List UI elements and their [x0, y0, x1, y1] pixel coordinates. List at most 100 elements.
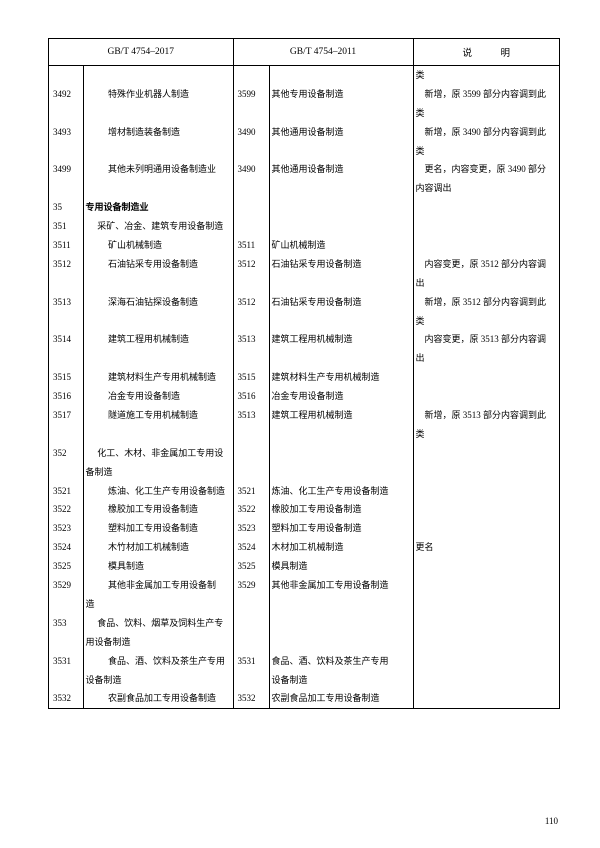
code-2017	[49, 274, 83, 293]
table-row: 3492特殊作业机器人制造3599其他专用设备制造新增，原 3599 部分内容调…	[49, 85, 559, 104]
table-row: 3514建筑工程用机械制造3513建筑工程用机械制造内容变更，原 3513 部分…	[49, 330, 559, 349]
name-2011	[269, 66, 413, 85]
table-row: 3517隧道施工专用机械制造3513建筑工程用机械制造新增，原 3513 部分内…	[49, 406, 559, 425]
code-2011: 3522	[233, 500, 269, 519]
note-cell	[413, 614, 559, 633]
name-2017: 食品、饮料、烟草及饲料生产专	[83, 614, 233, 633]
table-row: 3516冶金专用设备制造3516冶金专用设备制造	[49, 387, 559, 406]
code-2011	[233, 179, 269, 198]
code-2011: 3599	[233, 85, 269, 104]
name-2017: 建筑工程用机械制造	[83, 330, 233, 349]
name-2011	[269, 198, 413, 217]
note-cell: 内容变更，原 3512 部分内容调	[413, 255, 559, 274]
code-2017: 3523	[49, 519, 83, 538]
note-cell	[413, 519, 559, 538]
classification-table: GB/T 4754–2017 GB/T 4754–2011 说 明 类3492特…	[49, 39, 559, 708]
name-2011	[269, 312, 413, 331]
code-2011	[233, 274, 269, 293]
name-2017: 石油钻采专用设备制造	[83, 255, 233, 274]
name-2011	[269, 142, 413, 161]
code-2011	[233, 142, 269, 161]
code-2017	[49, 312, 83, 331]
code-2011: 3521	[233, 482, 269, 501]
note-cell	[413, 671, 559, 690]
name-2017: 建筑材料生产专用机械制造	[83, 368, 233, 387]
name-2017: 橡胶加工专用设备制造	[83, 500, 233, 519]
code-2011: 3515	[233, 368, 269, 387]
code-2011	[233, 66, 269, 85]
note-cell	[413, 652, 559, 671]
code-2011: 3532	[233, 689, 269, 708]
name-2011	[269, 349, 413, 368]
code-2011: 3516	[233, 387, 269, 406]
note-cell: 新增，原 3490 部分内容调到此	[413, 123, 559, 142]
table-row: 出	[49, 349, 559, 368]
table-row: 设备制造设备制造	[49, 671, 559, 690]
name-2011: 其他通用设备制造	[269, 160, 413, 179]
name-2011: 矿山机械制造	[269, 236, 413, 255]
note-cell: 类	[413, 104, 559, 123]
code-2011: 3513	[233, 406, 269, 425]
code-2017	[49, 66, 83, 85]
code-2011	[233, 463, 269, 482]
code-2017: 3511	[49, 236, 83, 255]
code-2017	[49, 595, 83, 614]
table-row: 出	[49, 274, 559, 293]
table-row: 3529其他非金属加工专用设备制3529其他非金属加工专用设备制造	[49, 576, 559, 595]
note-cell	[413, 217, 559, 236]
code-2011	[233, 312, 269, 331]
name-2011	[269, 274, 413, 293]
note-cell	[413, 368, 559, 387]
header-2011: GB/T 4754–2011	[233, 39, 413, 66]
note-cell	[413, 236, 559, 255]
code-2017	[49, 463, 83, 482]
table-row: 3499其他未列明通用设备制造业3490其他通用设备制造更名，内容变更，原 34…	[49, 160, 559, 179]
note-cell: 出	[413, 349, 559, 368]
code-2011	[233, 349, 269, 368]
name-2011	[269, 104, 413, 123]
code-2017: 3513	[49, 293, 83, 312]
note-cell	[413, 595, 559, 614]
note-cell: 新增，原 3599 部分内容调到此	[413, 85, 559, 104]
name-2011	[269, 425, 413, 444]
code-2011	[233, 614, 269, 633]
note-cell	[413, 387, 559, 406]
name-2017: 炼油、化工生产专用设备制造	[83, 482, 233, 501]
table-row: 备制造	[49, 463, 559, 482]
name-2017: 冶金专用设备制造	[83, 387, 233, 406]
name-2011: 塑料加工专用设备制造	[269, 519, 413, 538]
table-row: 用设备制造	[49, 633, 559, 652]
name-2011: 建筑工程用机械制造	[269, 406, 413, 425]
note-cell: 新增，原 3512 部分内容调到此	[413, 293, 559, 312]
name-2017: 备制造	[83, 463, 233, 482]
name-2011	[269, 463, 413, 482]
name-2011: 石油钻采专用设备制造	[269, 293, 413, 312]
table-row: 类	[49, 312, 559, 331]
name-2017: 专用设备制造业	[83, 198, 233, 217]
code-2017: 351	[49, 217, 83, 236]
code-2017	[49, 142, 83, 161]
code-2017: 3512	[49, 255, 83, 274]
table-row: 3515建筑材料生产专用机械制造3515建筑材料生产专用机械制造	[49, 368, 559, 387]
code-2011	[233, 425, 269, 444]
name-2011	[269, 179, 413, 198]
code-2017: 352	[49, 444, 83, 463]
table-row: 3512石油钻采专用设备制造3512石油钻采专用设备制造内容变更，原 3512 …	[49, 255, 559, 274]
table-row: 类	[49, 142, 559, 161]
code-2017	[49, 671, 83, 690]
name-2017: 采矿、冶金、建筑专用设备制造	[83, 217, 233, 236]
name-2017: 化工、木材、非金属加工专用设	[83, 444, 233, 463]
code-2017	[49, 104, 83, 123]
table-row: 353食品、饮料、烟草及饲料生产专	[49, 614, 559, 633]
name-2017	[83, 104, 233, 123]
name-2011: 农副食品加工专用设备制造	[269, 689, 413, 708]
code-2017: 3531	[49, 652, 83, 671]
code-2011	[233, 671, 269, 690]
name-2017	[83, 312, 233, 331]
table-body: 类3492特殊作业机器人制造3599其他专用设备制造新增，原 3599 部分内容…	[49, 66, 559, 709]
note-cell	[413, 633, 559, 652]
name-2011: 模具制造	[269, 557, 413, 576]
code-2017: 3517	[49, 406, 83, 425]
table-row: 3524木竹材加工机械制造3524木材加工机械制造更名	[49, 538, 559, 557]
code-2011: 3512	[233, 255, 269, 274]
